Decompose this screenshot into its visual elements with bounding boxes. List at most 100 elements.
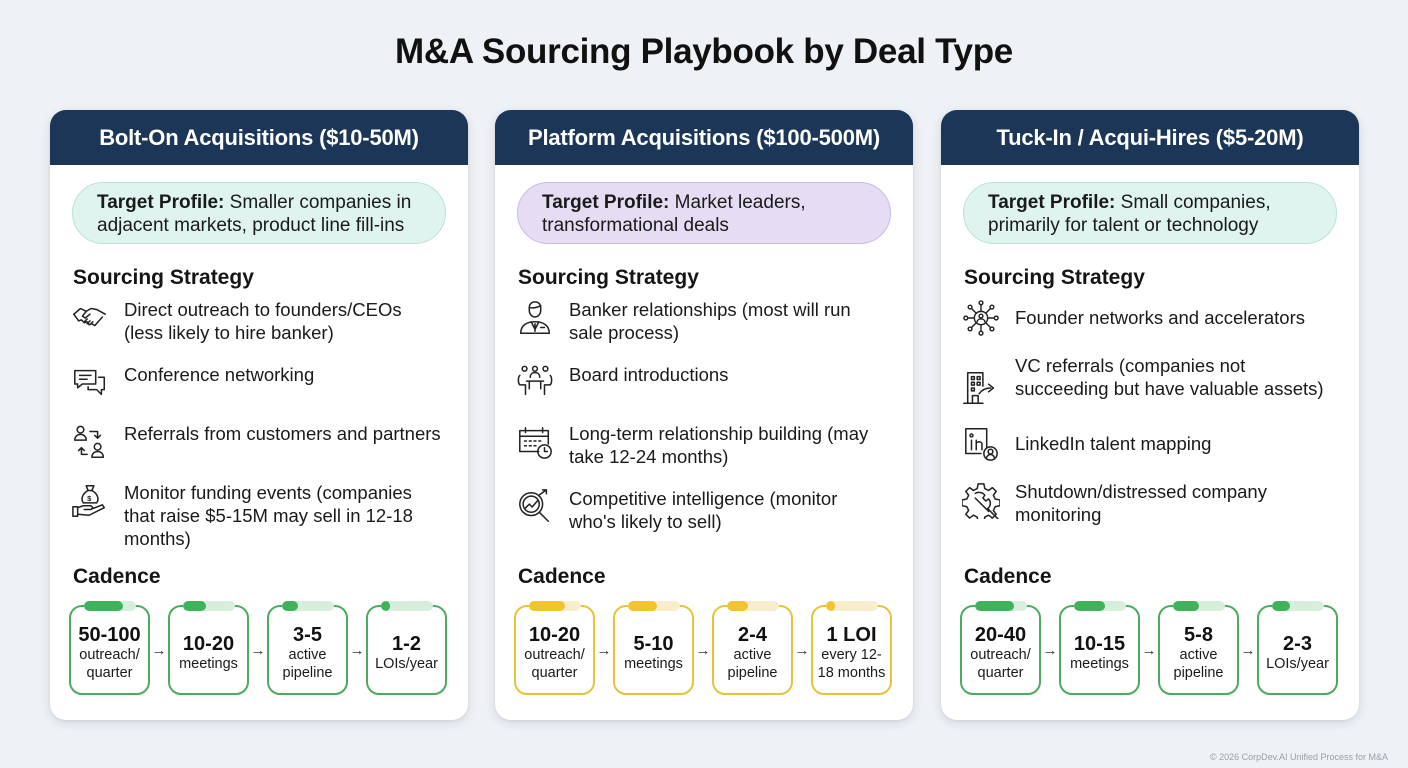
strategy-text: Founder networks and accelerators: [1015, 307, 1305, 328]
strategy-text: Shutdown/distressed company monitoring: [1015, 481, 1267, 525]
progress-bar: [84, 601, 136, 611]
cadence-title: Cadence: [518, 565, 606, 588]
card-platform: Platform Acquisitions ($100-500M) Target…: [495, 110, 913, 720]
progress-bar: [1272, 601, 1324, 611]
cadence-label: outreach/ quarter: [524, 647, 585, 681]
banker-person-icon: [515, 298, 555, 338]
strategy-list: Banker relationships (most will run sale…: [515, 298, 913, 533]
cadence-label: meetings: [624, 656, 683, 672]
cadence-step: 20-40 outreach/ quarter: [960, 601, 1041, 695]
strategy-item: Board introductions: [515, 363, 913, 403]
money-bag-hand-icon: $: [70, 481, 110, 521]
strategy-item: Shutdown/distressed company monitoring: [961, 480, 1359, 526]
cadence-step: 2-3 LOIs/year: [1257, 601, 1338, 695]
cadence-step: 10-15 meetings: [1059, 601, 1140, 695]
strategy-item: Competitive intelligence (monitor who's …: [515, 487, 913, 533]
profile-text: Market leaders, transformational deals: [542, 192, 806, 236]
svg-text:$: $: [87, 494, 92, 503]
cadence-flow: 50-100 outreach/ quarter → 10-20 meetings …: [69, 601, 447, 695]
cadence-value: 2-4: [738, 624, 767, 646]
cadence-step: 10-20 outreach/ quarter: [514, 601, 595, 695]
progress-bar: [1074, 601, 1126, 611]
arrow-right-icon: →: [151, 641, 167, 659]
strategy-text: LinkedIn talent mapping: [1015, 433, 1212, 454]
arrow-right-icon: →: [349, 641, 365, 659]
cadence-step: 5-10 meetings: [613, 601, 694, 695]
strategy-item: $ Monitor funding events (companies that…: [70, 481, 468, 550]
cadence-value: 10-15: [1073, 633, 1126, 655]
calendar-clock-icon: [515, 422, 555, 462]
arrow-right-icon: →: [250, 641, 266, 659]
progress-bar: [282, 601, 334, 611]
cadence-label: outreach/ quarter: [79, 647, 140, 681]
strategy-text: Banker relationships (most will run sale…: [569, 299, 851, 343]
progress-bar: [826, 601, 878, 611]
card-tuck-in: Tuck-In / Acqui-Hires ($5-20M) Target Pr…: [941, 110, 1359, 720]
target-profile: Target Profile: Small companies, primari…: [963, 182, 1337, 244]
cadence-step: 3-5 active pipeline: [267, 601, 348, 695]
progress-bar: [381, 601, 433, 611]
profile-text: Smaller companies in adjacent markets, p…: [97, 192, 412, 236]
strategy-item: Long-term relationship building (may tak…: [515, 422, 913, 468]
progress-bar: [1173, 601, 1225, 611]
cadence-title: Cadence: [73, 565, 161, 588]
board-meeting-icon: [515, 363, 555, 403]
footer-copyright: © 2026 CorpDev.AI Unified Process for M&…: [1209, 752, 1388, 762]
linkedin-person-icon: [961, 424, 1001, 464]
profile-label: Target Profile:: [988, 192, 1116, 213]
strategy-text: VC referrals (companies not succeeding b…: [1015, 355, 1324, 399]
handshake-icon: [70, 298, 110, 338]
cadence-label: meetings: [179, 656, 238, 672]
cadence-step: 5-8 active pipeline: [1158, 601, 1239, 695]
cadence-title: Cadence: [964, 565, 1052, 588]
strategy-item: Founder networks and accelerators: [961, 298, 1359, 338]
founder-network-icon: [961, 298, 1001, 338]
arrow-right-icon: →: [1141, 641, 1157, 659]
referral-users-icon: [70, 422, 110, 462]
gear-wrench-icon: [961, 480, 1001, 520]
target-profile: Target Profile: Market leaders, transfor…: [517, 182, 891, 244]
strategy-item: Referrals from customers and partners: [70, 422, 468, 462]
progress-bar: [727, 601, 779, 611]
card-header: Tuck-In / Acqui-Hires ($5-20M): [941, 110, 1359, 165]
strategy-text: Referrals from customers and partners: [124, 423, 441, 444]
card-bolt-on: Bolt-On Acquisitions ($10-50M) Target Pr…: [50, 110, 468, 720]
cadence-value: 2-3: [1283, 633, 1312, 655]
cadence-label: active pipeline: [282, 647, 333, 681]
cadence-step: 10-20 meetings: [168, 601, 249, 695]
strategy-text: Long-term relationship building (may tak…: [569, 423, 869, 467]
strategy-text: Direct outreach to founders/CEOs (less l…: [124, 299, 402, 343]
profile-label: Target Profile:: [542, 192, 670, 213]
progress-bar: [183, 601, 235, 611]
cadence-value: 20-40: [974, 624, 1027, 646]
strategy-text: Board introductions: [569, 364, 729, 385]
page-title: M&A Sourcing Playbook by Deal Type: [395, 32, 1013, 71]
cadence-label: LOIs/year: [375, 656, 438, 672]
cadence-flow: 20-40 outreach/ quarter → 10-15 meetings →…: [960, 601, 1338, 695]
arrow-right-icon: →: [596, 641, 612, 659]
cadence-label: active pipeline: [1173, 647, 1224, 681]
cadence-label: meetings: [1070, 656, 1129, 672]
cadence-label: LOIs/year: [1266, 656, 1329, 672]
chat-bubbles-icon: [70, 363, 110, 403]
target-profile: Target Profile: Smaller companies in adj…: [72, 182, 446, 244]
profile-text: Small companies, primarily for talent or…: [988, 192, 1271, 236]
card-header: Platform Acquisitions ($100-500M): [495, 110, 913, 165]
cadence-step: 50-100 outreach/ quarter: [69, 601, 150, 695]
arrow-right-icon: →: [1240, 641, 1256, 659]
cadence-value: 10-20: [528, 624, 581, 646]
progress-bar: [529, 601, 581, 611]
cadence-step: 2-4 active pipeline: [712, 601, 793, 695]
arrow-right-icon: →: [695, 641, 711, 659]
strategy-text: Competitive intelligence (monitor who's …: [569, 488, 838, 532]
strategy-list: Direct outreach to founders/CEOs (less l…: [70, 298, 468, 550]
strategy-item: Banker relationships (most will run sale…: [515, 298, 913, 344]
strategy-item: VC referrals (companies not succeeding b…: [961, 354, 1359, 408]
cadence-label: outreach/ quarter: [970, 647, 1031, 681]
cadence-value: 5-10: [633, 633, 674, 655]
cadence-value: 3-5: [293, 624, 322, 646]
strategy-item: LinkedIn talent mapping: [961, 424, 1359, 464]
progress-bar: [628, 601, 680, 611]
strategy-list: Founder networks and accelerators VC ref…: [961, 298, 1359, 526]
arrow-right-icon: →: [1042, 641, 1058, 659]
